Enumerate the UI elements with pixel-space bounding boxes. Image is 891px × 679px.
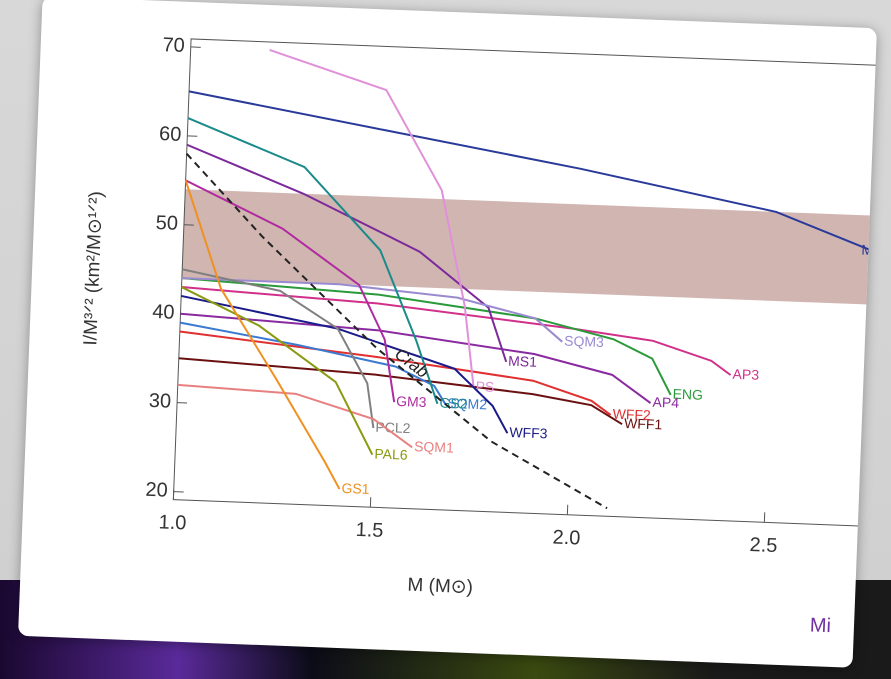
x-tick-label: 2.0 bbox=[552, 526, 581, 549]
series-line bbox=[176, 385, 414, 447]
series-label: GS1 bbox=[341, 480, 370, 497]
y-tick-label: 30 bbox=[148, 390, 171, 413]
y-axis-label: I/M³ᐟ² (km²/M⊙¹ᐟ²) bbox=[80, 191, 107, 346]
page: M (M⊙) I/M³ᐟ² (km²/M⊙¹ᐟ²) Mi 20 30 40 50 60 7… bbox=[0, 0, 891, 679]
y-tick-label: 70 bbox=[162, 34, 185, 57]
chart: M (M⊙) I/M³ᐟ² (km²/M⊙¹ᐟ²) Mi 20 30 40 50 60 7… bbox=[18, 0, 877, 668]
y-tick-label: 40 bbox=[152, 301, 175, 324]
series-label: AP3 bbox=[732, 366, 759, 383]
series-label: WFF2 bbox=[612, 406, 651, 423]
series-label: MS bbox=[861, 242, 877, 259]
series-label: GM3 bbox=[396, 393, 427, 410]
slide-card: M (M⊙) I/M³ᐟ² (km²/M⊙¹ᐟ²) Mi 20 30 40 50 60 7… bbox=[18, 0, 877, 668]
series-line bbox=[179, 287, 733, 375]
x-tick-label: 2.5 bbox=[749, 534, 778, 557]
x-tick-label: 1.0 bbox=[158, 511, 187, 534]
series-label: GS2 bbox=[439, 395, 468, 412]
y-tick-label: 50 bbox=[155, 212, 178, 235]
y-tick-label: 60 bbox=[159, 123, 182, 146]
series-label: WFF3 bbox=[509, 424, 548, 441]
series-label: SQM3 bbox=[564, 333, 604, 351]
series-line bbox=[176, 296, 512, 433]
series-label: PAL6 bbox=[374, 445, 408, 462]
series-label: SQM1 bbox=[414, 438, 454, 456]
x-axis-label: M (M⊙) bbox=[407, 575, 473, 598]
series-label: AP4 bbox=[652, 394, 679, 411]
footer-text: Mi bbox=[809, 614, 831, 637]
x-tick-label: 1.5 bbox=[355, 519, 384, 542]
series-line bbox=[175, 287, 378, 455]
y-tick-label: 20 bbox=[145, 479, 168, 502]
series-label: MS1 bbox=[508, 353, 538, 370]
